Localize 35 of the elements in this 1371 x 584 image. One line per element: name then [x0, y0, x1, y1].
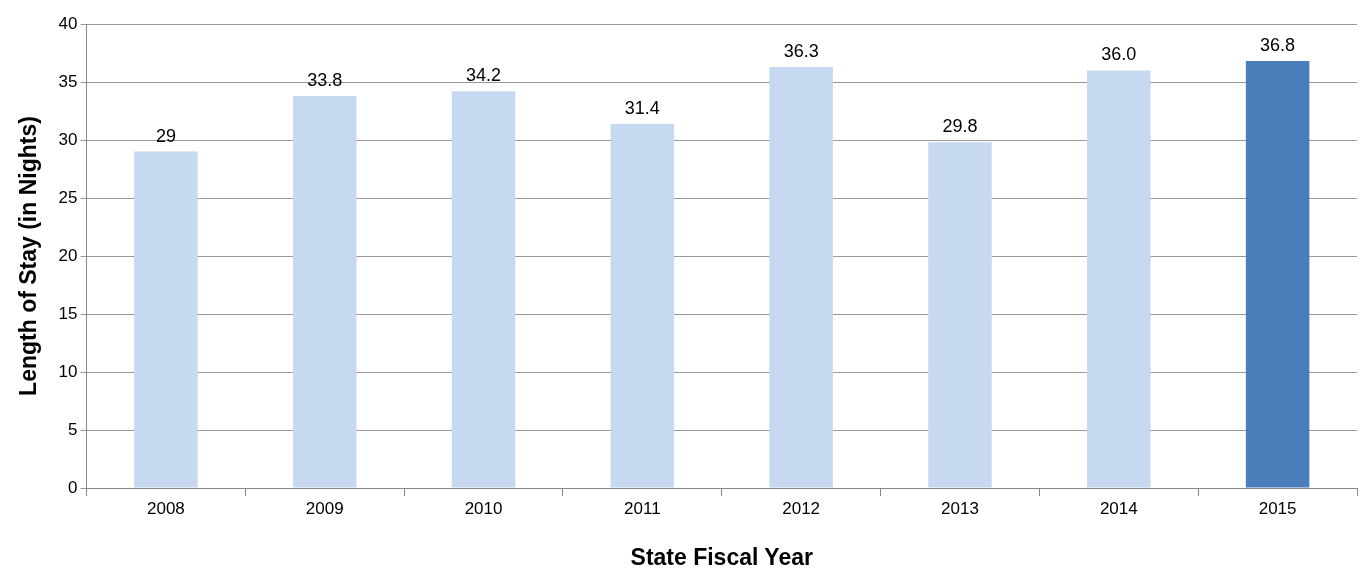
x-tick-label: 2011: [624, 498, 661, 518]
data-label: 29.8: [942, 116, 978, 137]
bar: [134, 151, 198, 488]
data-label: 33.8: [307, 69, 343, 90]
x-tick-label: 2013: [941, 498, 979, 518]
bar: [1087, 70, 1151, 488]
y-tick-label: 25: [58, 187, 78, 207]
data-label: 31.4: [624, 97, 660, 118]
bar: [928, 142, 992, 488]
y-tick-label: 0: [68, 477, 78, 497]
x-tick-label: 2015: [1258, 498, 1297, 518]
y-tick-label: 35: [58, 71, 78, 91]
x-tick-label: 2014: [1099, 498, 1138, 518]
y-axis-title: Length of Stay (in Nights): [15, 116, 42, 396]
x-tick-label: 2010: [464, 498, 503, 518]
data-label: 36.0: [1101, 44, 1137, 65]
y-tick-label: 10: [58, 361, 78, 381]
bar: [769, 66, 833, 488]
y-tick-label: 30: [58, 129, 78, 149]
y-tick-label: 20: [58, 245, 78, 265]
bar: [610, 123, 675, 488]
data-label: 36.3: [783, 40, 819, 61]
data-label: 29: [155, 125, 176, 146]
data-label: 34.2: [466, 65, 502, 86]
x-tick-label: 2008: [147, 498, 185, 518]
y-tick-label: 5: [68, 419, 78, 439]
x-tick-label: 2012: [782, 498, 821, 518]
x-axis-title: State Fiscal Year: [630, 543, 814, 570]
bar: [292, 95, 357, 488]
data-label: 36.8: [1260, 35, 1296, 56]
y-tick-label: 40: [58, 13, 78, 33]
y-tick-label: 15: [58, 303, 78, 323]
x-tick-label: 2009: [305, 498, 344, 518]
bar: [1245, 61, 1310, 488]
bar: [451, 91, 516, 488]
